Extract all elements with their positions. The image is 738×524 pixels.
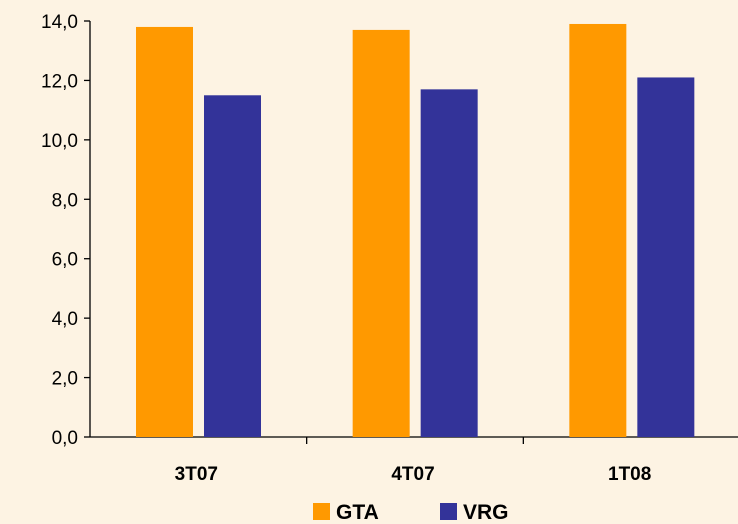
y-tick-label: 14,0 <box>41 12 78 33</box>
axes <box>84 20 738 444</box>
bar-vrg-4t07 <box>420 89 478 437</box>
bar-gta-3t07 <box>136 26 193 437</box>
y-tick-label: 8,0 <box>52 190 78 211</box>
legend-swatch-vrg <box>440 503 457 520</box>
bar-gta-1t08 <box>569 23 627 437</box>
legend-swatch-gta <box>313 503 330 520</box>
bar-vrg-3t07 <box>204 95 261 438</box>
bar-gta-4t07 <box>352 29 410 438</box>
y-tick-label: 2,0 <box>52 369 78 390</box>
axis-labels: 0,0 2,0 4,0 6,0 8,0 10,0 12,0 14,0 3T07 4T07 1T08 <box>41 12 651 485</box>
x-category-label: 3T07 <box>175 464 218 485</box>
x-category-label: 1T08 <box>608 464 651 485</box>
bar-vrg-1t08 <box>637 77 695 437</box>
legend: GTA VRG <box>313 501 509 524</box>
y-tick-label: 12,0 <box>41 71 78 92</box>
y-tick-label: 6,0 <box>52 250 78 271</box>
y-tick-label: 10,0 <box>41 131 78 152</box>
bars <box>136 23 695 438</box>
legend-label-gta: GTA <box>336 501 379 524</box>
legend-label-vrg: VRG <box>463 501 509 524</box>
x-category-label: 4T07 <box>391 464 434 485</box>
y-tick-label: 4,0 <box>52 309 78 330</box>
y-tick-label: 0,0 <box>52 428 78 449</box>
